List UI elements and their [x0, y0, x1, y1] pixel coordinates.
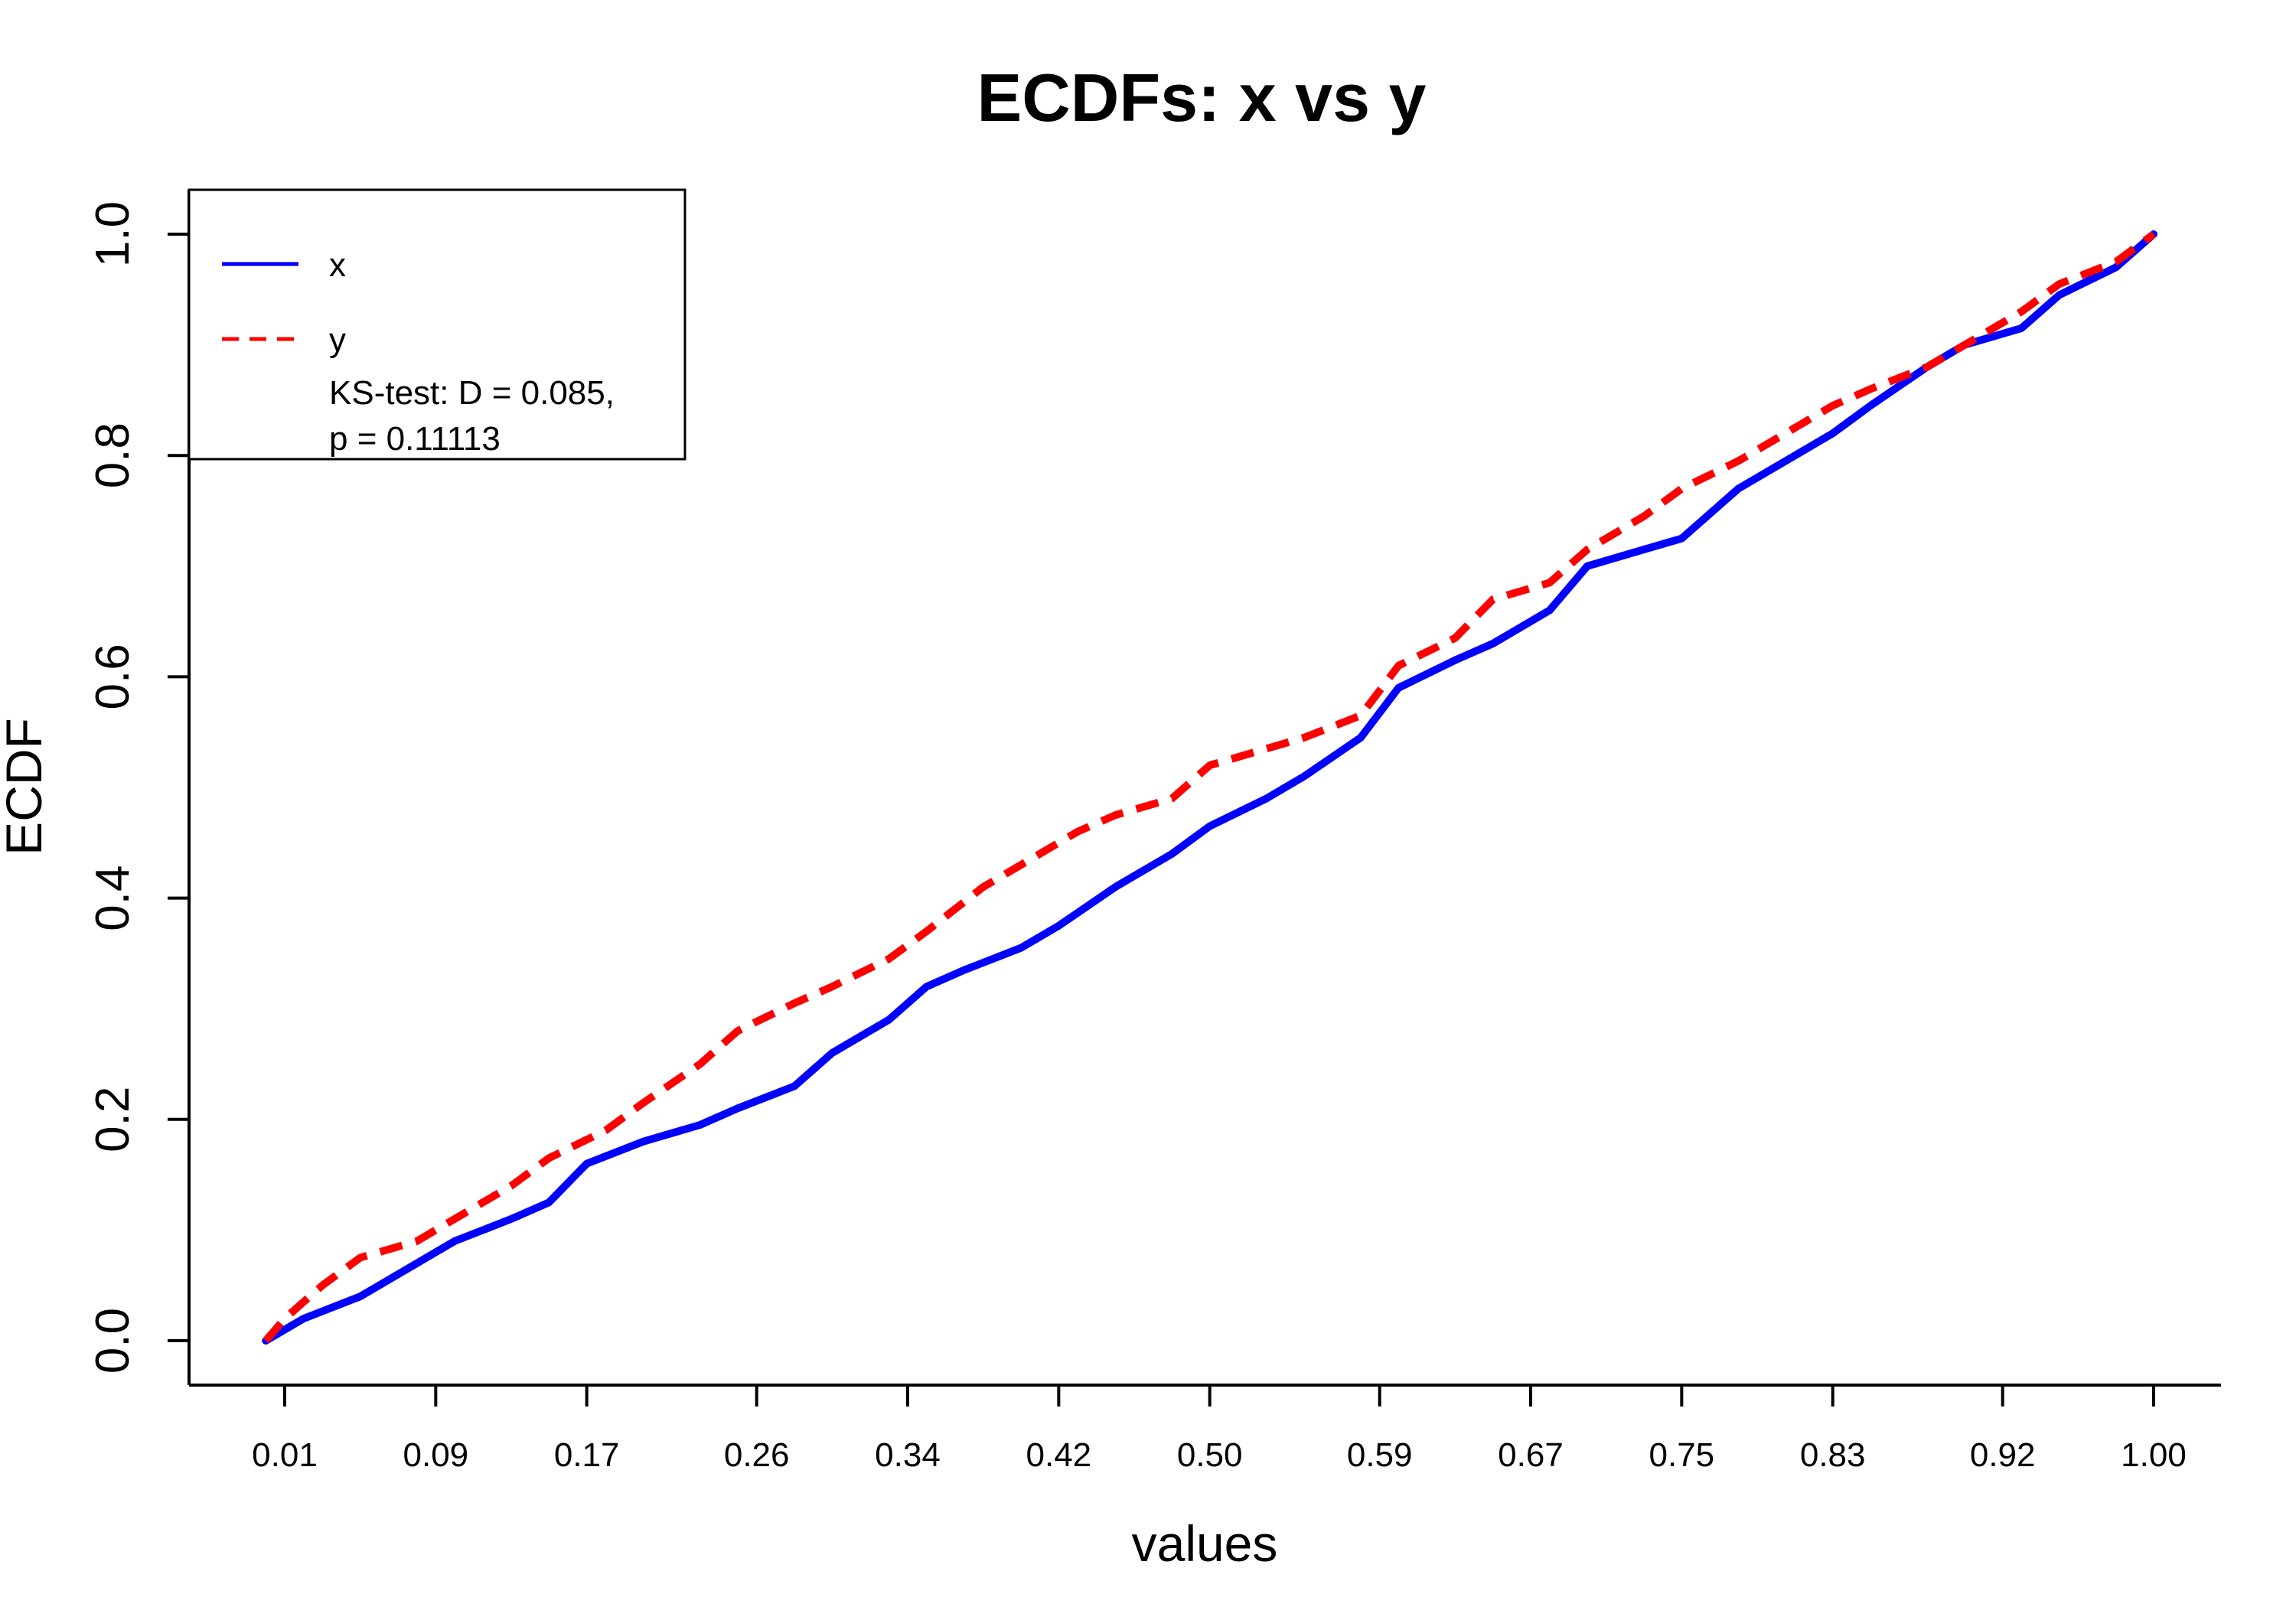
y-axis-label: ECDF	[0, 718, 52, 856]
x-tick-label: 0.01	[252, 1436, 318, 1474]
x-tick-label: 0.59	[1347, 1436, 1413, 1474]
x-axis: 0.01 0.09 0.17 0.26 0.34 0.42 0.50 0.59 0.67 0.75…	[189, 1384, 2221, 1474]
chart-title: ECDFs: x vs y	[977, 60, 1427, 135]
y-tick-label: 0.4	[86, 865, 139, 931]
x-tick-label: 0.17	[554, 1436, 620, 1474]
legend-label-x: x	[329, 246, 346, 284]
x-tick-label: 0.34	[875, 1436, 941, 1474]
y-ticks: 0.0 0.2 0.4 0.6 0.8 1.0	[86, 201, 189, 1374]
legend: x y KS-test: D = 0.085, p = 0.11113	[188, 188, 687, 461]
y-tick-label: 0.2	[86, 1087, 139, 1152]
y-tick-label: 0.0	[86, 1308, 139, 1374]
x-tick-label: 0.42	[1026, 1436, 1092, 1474]
legend-ks-statistic: KS-test: D = 0.085,	[329, 374, 615, 412]
y-tick-label: 0.8	[86, 422, 139, 488]
x-tick-label: 1.00	[2121, 1436, 2187, 1474]
y-axis: 0.0 0.2 0.4 0.6 0.8 1.0	[86, 190, 191, 1385]
series-line-y	[263, 230, 2156, 1344]
x-axis-label: values	[1132, 1515, 1278, 1572]
y-tick-label: 0.6	[86, 644, 139, 709]
x-tick-label: 0.92	[1970, 1436, 2036, 1474]
series-line-x	[262, 230, 2157, 1345]
x-tick-label: 0.75	[1649, 1436, 1715, 1474]
x-ticks: 0.01 0.09 0.17 0.26 0.34 0.42 0.50 0.59 0.67 0.75…	[252, 1385, 2187, 1474]
x-tick-label: 0.67	[1498, 1436, 1564, 1474]
series-layer	[262, 230, 2157, 1345]
y-tick-label: 1.0	[86, 201, 139, 267]
x-tick-label: 0.09	[403, 1436, 469, 1474]
x-tick-label: 0.50	[1177, 1436, 1243, 1474]
legend-box	[188, 188, 687, 461]
x-tick-label: 0.83	[1800, 1436, 1866, 1474]
legend-label-y: y	[329, 321, 346, 359]
x-tick-label: 0.26	[724, 1436, 790, 1474]
legend-ks-pvalue: p = 0.11113	[329, 420, 501, 458]
